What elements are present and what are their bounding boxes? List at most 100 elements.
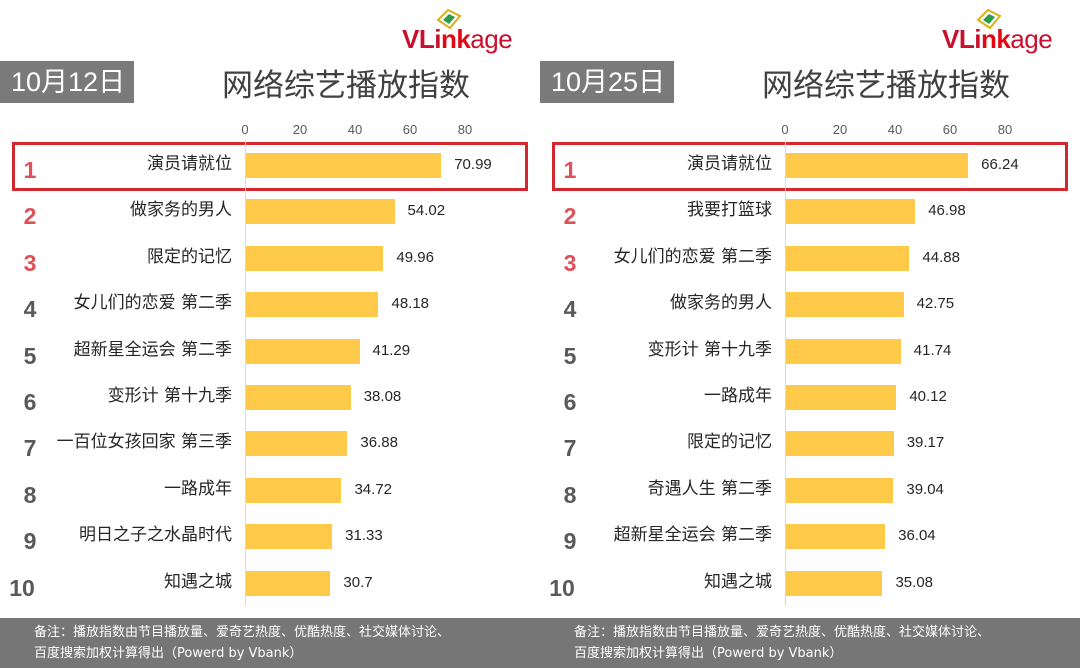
data-bar (246, 153, 442, 178)
value-label: 36.88 (360, 434, 398, 452)
rank-number: 2 (23, 203, 37, 230)
data-bar (246, 570, 331, 596)
x-tick-label: 0 (781, 122, 789, 137)
top-rank-highlight-box (12, 142, 528, 191)
rank-number: 7 (23, 435, 37, 462)
rank-number: 3 (563, 249, 577, 276)
category-label: 做家务的男人 (670, 293, 772, 314)
data-bar (246, 338, 360, 364)
x-tick-label: 20 (292, 122, 308, 137)
footnote-line: 备注：播放指数由节目播放量、爱奇艺热度、优酷热度、社交媒体讨论、 (34, 625, 451, 640)
y-axis-line (785, 140, 786, 606)
category-label: 超新星全运会 第二季 (613, 525, 772, 546)
rank-number: 7 (563, 435, 577, 462)
x-tick-label: 60 (942, 122, 958, 137)
date-badge: 10月12日 (0, 61, 134, 103)
category-label: 一路成年 (164, 478, 232, 499)
rank-number: 1 (23, 157, 37, 183)
category-label: 演员请就位 (687, 154, 772, 174)
chart-title: 网络综艺播放指数 (762, 68, 1010, 104)
rank-number: 8 (563, 481, 577, 508)
rank-number: 5 (563, 342, 577, 369)
rank-number: 5 (23, 342, 37, 369)
category-label: 限定的记忆 (687, 432, 772, 453)
category-label: 知遇之城 (164, 571, 232, 592)
data-bar (246, 292, 379, 318)
data-bar (786, 431, 894, 457)
x-tick-label: 80 (457, 122, 473, 137)
data-bar (246, 199, 395, 225)
value-label: 42.75 (916, 295, 955, 313)
category-label: 变形计 第十九季 (647, 339, 772, 360)
value-label: 48.18 (391, 295, 430, 313)
category-label: 知遇之城 (704, 571, 772, 592)
x-tick-label: 40 (887, 122, 903, 137)
value-label: 39.04 (906, 480, 944, 498)
logo-mark-icon (436, 8, 462, 30)
value-label: 66.24 (981, 156, 1019, 173)
x-tick-label: 20 (832, 122, 848, 137)
data-bar (786, 153, 969, 178)
category-label: 一百位女孩回家 第三季 (56, 432, 232, 453)
value-label: 30.7 (343, 573, 373, 591)
category-label: 奇遇人生 第二季 (647, 478, 772, 499)
category-label: 变形计 第十九季 (107, 386, 232, 406)
footnote-line: 备注：播放指数由节目播放量、爱奇艺热度、优酷热度、社交媒体讨论、 (574, 625, 991, 640)
category-label: 明日之子之水晶时代 (79, 525, 232, 546)
rank-number: 3 (23, 249, 37, 276)
left-chart-panel: VLinkage 10月12日 网络综艺播放指数 0 20 40 60 80 1 演员请就位… (0, 0, 540, 618)
chart-title: 网络综艺播放指数 (222, 68, 470, 104)
x-tick-label: 60 (402, 122, 418, 137)
x-tick-label: 80 (997, 122, 1013, 137)
category-label: 限定的记忆 (147, 246, 232, 267)
logo-text: VLinkage (402, 24, 513, 54)
footnote: 备注：播放指数由节目播放量、爱奇艺热度、优酷热度、社交媒体讨论、 百度搜索加权计… (0, 618, 540, 668)
data-bar (786, 524, 886, 550)
value-label: 39.17 (906, 434, 945, 452)
footnote-line: 百度搜索加权计算得出（Powerd by Vbank） (34, 646, 303, 661)
value-label: 54.02 (407, 202, 446, 220)
rank-number: 8 (23, 481, 37, 508)
rank-number: 4 (563, 296, 577, 323)
value-label: 44.88 (922, 248, 960, 266)
category-label: 我要打篮球 (687, 200, 772, 221)
rank-number: 6 (23, 389, 37, 415)
value-label: 46.98 (928, 202, 966, 220)
footnote: 备注：播放指数由节目播放量、爱奇艺热度、优酷热度、社交媒体讨论、 百度搜索加权计… (540, 618, 1080, 668)
x-tick-label: 0 (241, 122, 249, 137)
value-label: 41.29 (372, 341, 411, 359)
data-bar (246, 477, 342, 503)
value-label: 34.72 (354, 480, 393, 498)
value-label: 36.04 (898, 527, 936, 545)
category-label: 女儿们的恋爱 第二季 (73, 293, 232, 314)
rank-number: 9 (23, 528, 37, 555)
data-bar (246, 524, 333, 550)
data-bar (786, 570, 883, 596)
data-bar (786, 477, 894, 503)
data-bar (786, 338, 901, 364)
rank-number: 2 (563, 203, 577, 230)
value-label: 49.96 (396, 248, 434, 266)
vlinkage-logo: VLinkage (940, 8, 1070, 56)
x-tick-label: 40 (347, 122, 363, 137)
logo-mark-icon (976, 8, 1002, 30)
value-label: 70.99 (454, 156, 492, 173)
data-bar (786, 199, 916, 225)
value-label: 38.08 (363, 388, 402, 405)
date-badge: 10月25日 (540, 61, 674, 103)
category-label: 超新星全运会 第二季 (73, 339, 232, 360)
data-bar (786, 245, 910, 271)
data-bar (786, 385, 897, 410)
data-bar (246, 385, 351, 410)
value-label: 41.74 (913, 341, 952, 359)
rank-number: 9 (563, 528, 577, 555)
value-label: 40.12 (909, 388, 947, 405)
category-label: 女儿们的恋爱 第二季 (613, 246, 772, 267)
category-label: 演员请就位 (147, 154, 232, 174)
category-label: 做家务的男人 (130, 200, 232, 221)
rank-number: 10 (9, 574, 35, 601)
top-rank-highlight-box (552, 142, 1068, 191)
rank-number: 4 (23, 296, 37, 323)
rank-number: 1 (563, 157, 577, 183)
logo-text: VLinkage (942, 24, 1053, 54)
